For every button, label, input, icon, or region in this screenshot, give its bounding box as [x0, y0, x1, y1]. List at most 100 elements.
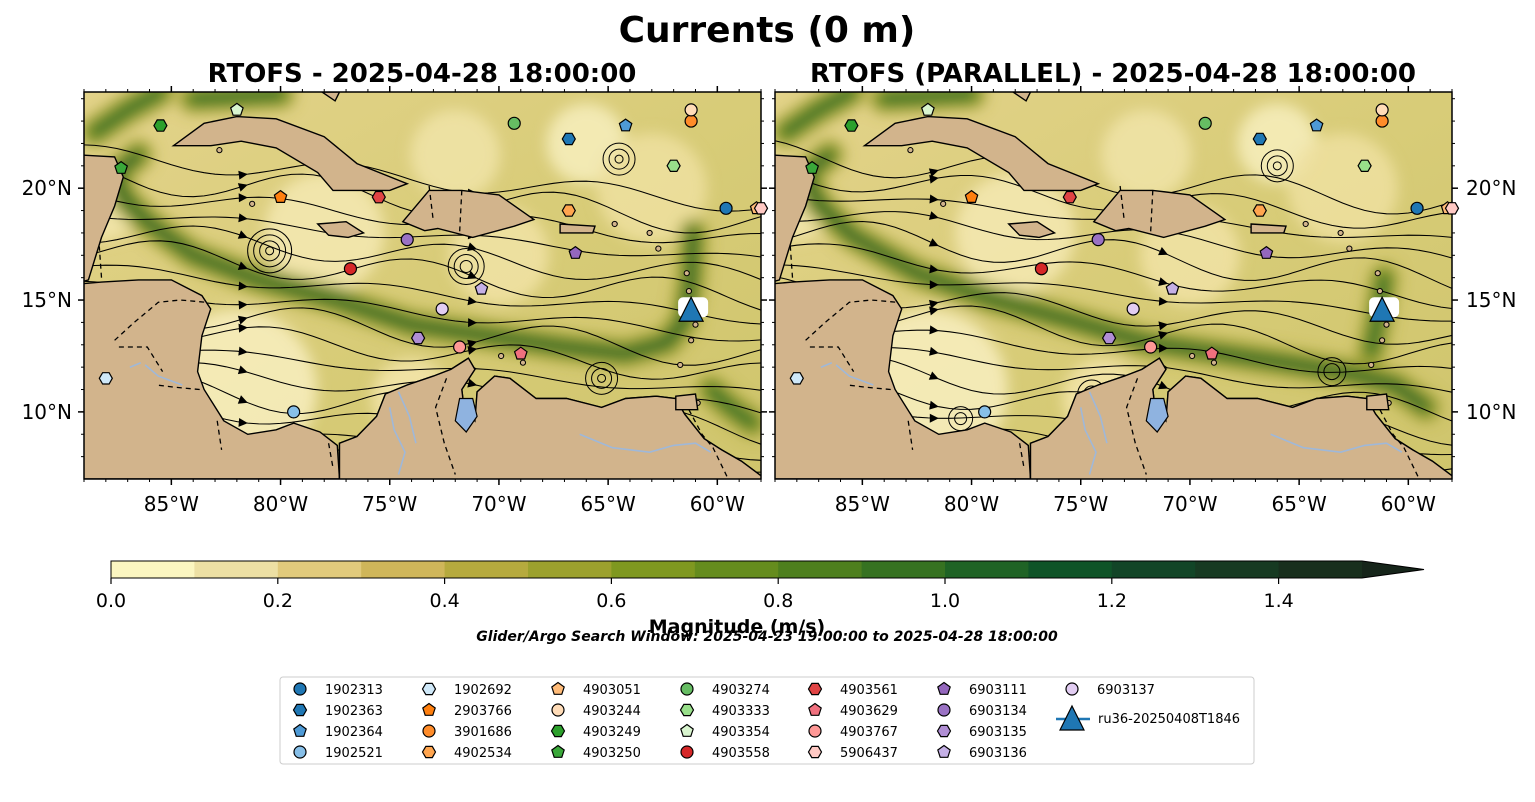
current-band-core — [781, 92, 856, 137]
streamline-arrow — [929, 264, 939, 274]
streamline-arrow — [237, 230, 248, 239]
landmass — [401, 189, 536, 239]
speed-blob — [264, 172, 385, 293]
legend-swatch-6903135 — [936, 724, 952, 738]
colorbar-bin — [861, 561, 946, 578]
country-border — [1379, 409, 1420, 479]
landmass — [1007, 220, 1057, 239]
legend-label: 4903354 — [712, 725, 770, 740]
legend-label: 4903244 — [583, 704, 641, 719]
legend-swatch-6903134 — [937, 703, 951, 717]
river — [129, 361, 142, 368]
float-marker-6903137 — [435, 302, 449, 316]
small-island — [646, 229, 653, 237]
eddy-streamline — [265, 246, 275, 256]
float-marker-4903244 — [684, 103, 698, 117]
streamline-arrow — [238, 170, 248, 180]
y-tick-label-left: 20°N — [22, 176, 72, 200]
streamline-arrow — [237, 315, 248, 325]
streamline-arrow — [237, 261, 248, 270]
eddy-streamline — [453, 253, 479, 279]
current-band-core — [189, 92, 285, 103]
landmass — [316, 220, 366, 239]
float-marker-4903629 — [513, 346, 528, 360]
streamline-arrow — [237, 395, 248, 404]
float-markers — [98, 102, 1460, 419]
float-marker-4903249 — [844, 119, 859, 132]
legend-swatch-4903561 — [807, 682, 823, 696]
country-border — [688, 409, 729, 479]
streamline-arrow — [467, 345, 478, 355]
float-marker-4903274 — [1198, 116, 1212, 130]
streamline-arrow — [238, 193, 248, 203]
country-border — [156, 384, 200, 391]
small-island — [907, 147, 914, 154]
panel-title-rtofs: RTOFS - 2025-04-28 18:00:00 — [208, 59, 637, 89]
streamline-arrow — [929, 194, 939, 204]
legend-label: 4903274 — [712, 683, 770, 698]
river — [397, 391, 417, 444]
colorbar-bin — [1028, 561, 1113, 578]
streamline-arrow — [928, 168, 939, 177]
streamline — [84, 225, 761, 281]
streamline-arrow — [929, 280, 939, 290]
landmass — [171, 115, 410, 192]
landmass — [320, 92, 341, 102]
streamline — [84, 264, 761, 325]
country-border — [118, 346, 164, 372]
float-marker-4903250 — [114, 160, 129, 174]
small-island — [1210, 359, 1218, 366]
country-border — [216, 420, 223, 450]
streamline-arrow — [928, 371, 939, 380]
eddy-streamline — [608, 148, 630, 170]
legend-swatch-1902363 — [292, 703, 308, 717]
current-band-core — [706, 385, 757, 428]
legend-label: 4903250 — [583, 746, 641, 761]
speed-blob — [955, 172, 1076, 293]
trinidad-island — [675, 393, 699, 411]
legend-label: 6903111 — [969, 683, 1027, 698]
river — [1088, 391, 1108, 444]
colorbar: 0.0 0.2 0.4 0.6 0.8 1.0 1.2 1.4 — [96, 560, 1425, 612]
country-border — [907, 420, 914, 450]
legend-label: 6903135 — [969, 725, 1027, 740]
legend-label: 4903333 — [712, 704, 770, 719]
streamline-arrow — [238, 213, 248, 223]
country-border — [847, 384, 891, 391]
streamline-arrow — [237, 183, 248, 192]
country-border — [428, 185, 435, 222]
streamline — [775, 140, 1452, 215]
current-band-core — [801, 150, 1430, 412]
colorbar-bin — [778, 561, 863, 578]
landmass — [559, 223, 596, 234]
float-marker-3901686 — [1375, 114, 1389, 128]
legend-label: 4902534 — [454, 746, 512, 761]
river — [579, 433, 712, 454]
y-tick-label-left: 10°N — [22, 400, 72, 424]
lake-maracaibo — [1145, 397, 1169, 433]
eddy-streamline — [247, 228, 293, 274]
float-marker-4903249 — [153, 119, 168, 132]
colorbar-bin — [1111, 561, 1196, 578]
small-island — [1374, 270, 1381, 277]
legend-label: 4903051 — [583, 683, 641, 698]
legend-swatch-6903111 — [937, 681, 951, 695]
colorbar-bin — [945, 561, 1029, 578]
legend-label: 1902313 — [325, 683, 383, 698]
legend-label: 6903137 — [1097, 683, 1155, 698]
river — [1270, 433, 1403, 454]
streamline-arrow — [929, 174, 939, 184]
x-tick-label: 60°W — [1381, 492, 1436, 516]
map-frame — [83, 91, 762, 480]
landmass — [84, 279, 341, 479]
country-border — [1149, 190, 1154, 233]
colorbar-tick-label: 1.4 — [1263, 590, 1293, 612]
glider-marker — [678, 295, 705, 322]
landmass — [84, 154, 125, 282]
legend-swatch-4903250 — [551, 744, 565, 758]
legend-swatch-4903249 — [550, 724, 566, 738]
x-tick-label: 85°W — [835, 492, 890, 516]
legend-swatch-4903354 — [680, 723, 694, 737]
streamline — [775, 264, 1452, 322]
eddy-streamline — [614, 154, 624, 164]
